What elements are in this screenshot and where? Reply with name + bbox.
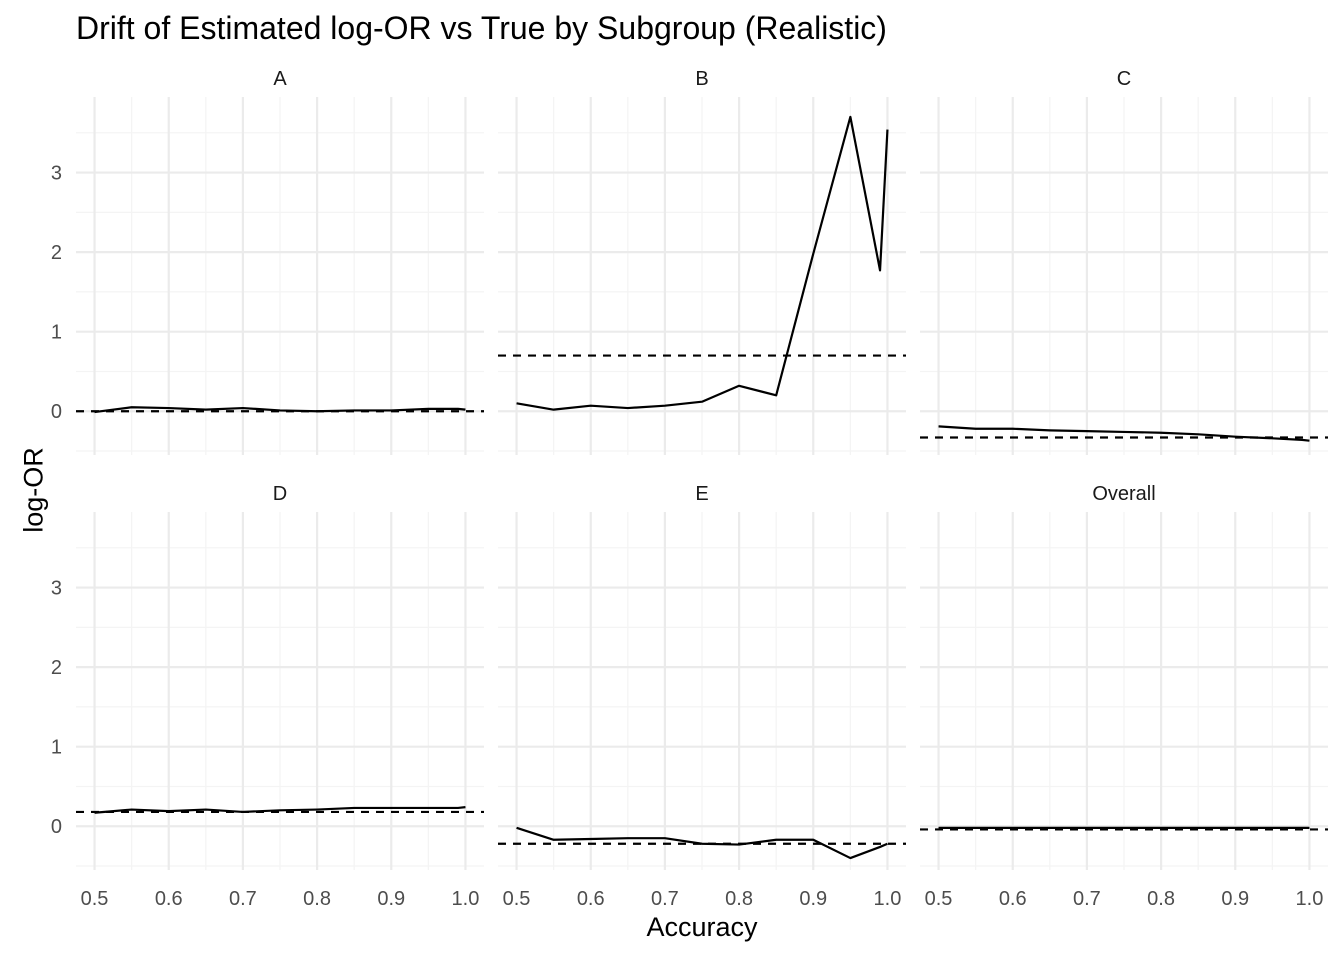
facet-panel-c: C — [920, 68, 1328, 455]
x-tick-label: 0.6 — [155, 888, 183, 910]
facet-strip-label: E — [695, 483, 708, 505]
x-tick-label: 0.5 — [81, 888, 109, 910]
x-tick-label: 1.0 — [1296, 888, 1324, 910]
y-tick-label: 2 — [51, 242, 62, 264]
facet-strip-label: D — [273, 483, 287, 505]
x-tick-label: 0.9 — [799, 888, 827, 910]
x-tick-label: 0.6 — [999, 888, 1027, 910]
x-tick-label: 0.7 — [1073, 888, 1101, 910]
y-axis-title: log-OR — [18, 447, 49, 533]
y-tick-label: 3 — [51, 163, 62, 185]
x-tick-label: 0.5 — [503, 888, 531, 910]
chart-title: Drift of Estimated log-OR vs True by Sub… — [76, 10, 887, 46]
facet-panel-b: B — [498, 68, 906, 455]
facet-panel-d: D 0 1 2 3 0.5 0.6 0.7 0.8 0.9 1.0 — [51, 483, 484, 910]
x-tick-label: 0.7 — [651, 888, 679, 910]
y-tick-label: 1 — [51, 322, 62, 344]
facet-strip-label: B — [695, 68, 708, 90]
x-tick-label: 0.8 — [1147, 888, 1175, 910]
y-tick-label: 3 — [51, 578, 62, 600]
facet-strip-label: A — [273, 68, 287, 90]
facet-panel-overall: Overall 0.5 0.6 0.7 0.8 0.9 1.0 — [920, 483, 1328, 910]
facet-panel-e: E 0.5 0.6 0.7 0.8 0.9 1.0 — [498, 483, 906, 910]
estimated-series-line — [94, 406, 466, 414]
estimated-series-line — [94, 806, 466, 814]
x-tick-label: 1.0 — [452, 888, 480, 910]
x-tick-label: 0.6 — [577, 888, 605, 910]
y-tick-label: 1 — [51, 737, 62, 759]
x-tick-label: 0.9 — [377, 888, 405, 910]
estimated-series-line — [516, 826, 888, 860]
facet-strip-label: C — [1117, 68, 1131, 90]
x-tick-label: 0.9 — [1221, 888, 1249, 910]
y-tick-label: 0 — [51, 816, 62, 838]
y-tick-label: 0 — [51, 401, 62, 423]
x-tick-label: 0.5 — [925, 888, 953, 910]
estimated-series-line — [938, 425, 1310, 442]
y-tick-label: 2 — [51, 657, 62, 679]
facet-panel-a: A 0 1 2 3 — [51, 68, 484, 455]
facet-strip-label: Overall — [1092, 483, 1155, 505]
estimated-series-line — [516, 115, 889, 411]
x-axis-title: Accuracy — [646, 912, 758, 942]
x-tick-label: 0.8 — [725, 888, 753, 910]
x-tick-label: 0.7 — [229, 888, 257, 910]
x-tick-label: 1.0 — [874, 888, 902, 910]
x-tick-label: 0.8 — [303, 888, 331, 910]
